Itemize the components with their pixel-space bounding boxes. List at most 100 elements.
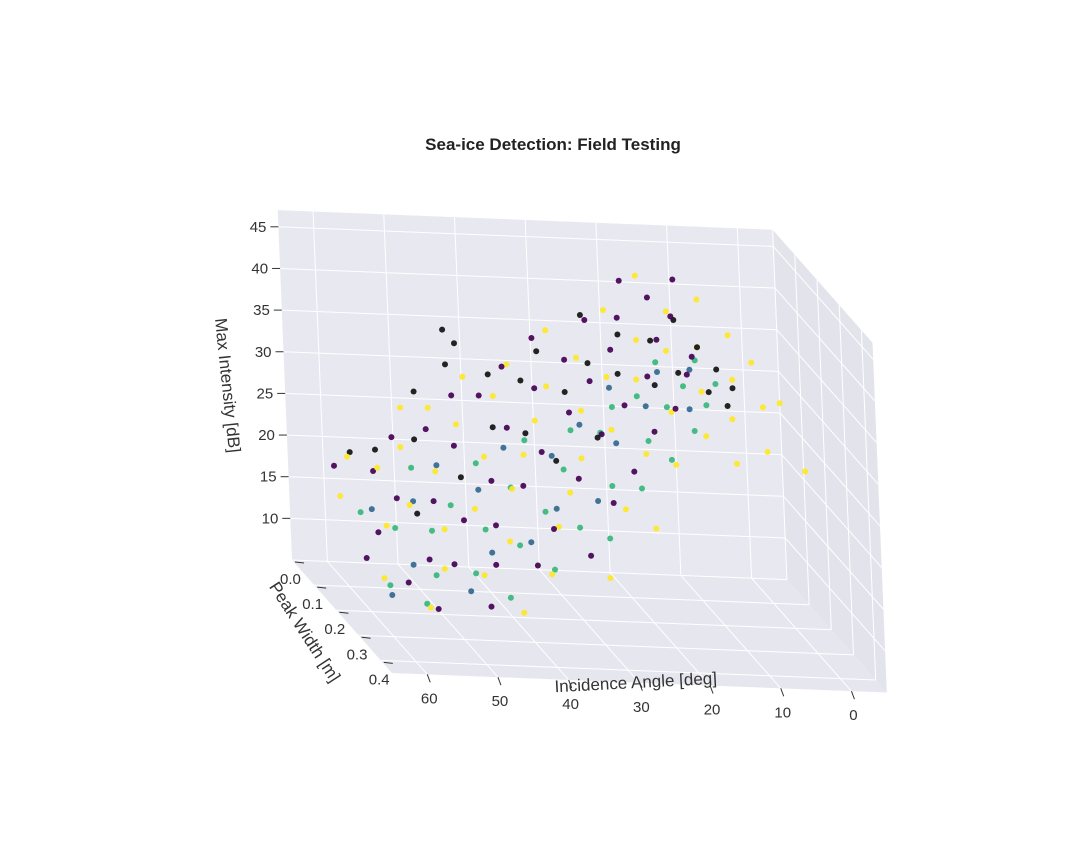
data-point <box>567 427 574 434</box>
data-point <box>488 603 495 610</box>
x-tick-label: 50 <box>492 693 509 710</box>
grid-line-z <box>286 434 782 456</box>
data-point <box>584 360 591 367</box>
z-axis-label: Max Intensity [dB] <box>211 317 244 453</box>
y-tick-label: 0.3 <box>347 646 368 663</box>
data-point <box>452 421 459 428</box>
data-point <box>555 523 562 530</box>
data-point <box>729 385 736 392</box>
data-point <box>729 416 736 423</box>
data-point <box>410 388 417 395</box>
data-point <box>392 525 399 531</box>
data-point <box>610 500 617 506</box>
data-point <box>393 495 400 502</box>
data-point <box>375 529 382 536</box>
data-point <box>531 417 538 424</box>
data-point <box>517 377 524 384</box>
data-point <box>533 348 540 355</box>
data-point <box>560 466 567 473</box>
data-point <box>608 404 615 410</box>
data-point <box>481 453 487 460</box>
data-point <box>337 493 344 499</box>
data-point <box>633 393 640 400</box>
grid-line-z <box>280 267 776 289</box>
z-tick-label: 40 <box>251 260 268 277</box>
data-point <box>621 402 628 409</box>
data-point <box>561 356 568 363</box>
data-point <box>397 404 404 411</box>
data-point <box>542 508 549 515</box>
data-point <box>594 434 601 441</box>
grid-line-z <box>781 454 883 568</box>
data-point <box>663 347 669 354</box>
y-tick-label: 0.2 <box>324 621 345 638</box>
data-point <box>521 437 528 444</box>
z-tick-label: 25 <box>257 385 274 402</box>
grid-line-z <box>283 351 779 372</box>
data-point <box>346 449 353 456</box>
data-point <box>642 403 649 410</box>
data-point <box>433 462 440 469</box>
data-point <box>429 527 435 534</box>
data-point <box>543 383 550 390</box>
data-point <box>613 314 620 321</box>
data-point <box>588 552 595 559</box>
data-point <box>607 575 614 581</box>
grid-line-z <box>772 246 874 360</box>
data-point <box>644 373 651 380</box>
data-point <box>370 468 377 474</box>
data-point <box>424 404 431 411</box>
data-point <box>614 370 621 377</box>
data-point <box>493 522 499 529</box>
data-point <box>724 403 731 409</box>
data-point <box>432 468 439 475</box>
data-point <box>427 604 434 611</box>
x-tick-mark <box>780 688 785 697</box>
data-point <box>680 383 686 390</box>
data-point <box>531 385 538 392</box>
data-point <box>507 594 514 601</box>
data-point <box>503 424 510 431</box>
data-point <box>521 609 528 616</box>
grid-line-y <box>314 584 810 606</box>
data-point <box>802 468 809 475</box>
x-tick-mark <box>497 676 502 686</box>
data-point <box>614 331 621 338</box>
side-pane <box>772 229 887 693</box>
data-point <box>548 452 555 459</box>
z-tick-label: 20 <box>258 427 275 444</box>
data-point <box>408 464 415 471</box>
y-tick-label: 0.1 <box>302 596 323 613</box>
data-point <box>776 400 783 407</box>
data-point <box>633 337 639 343</box>
z-tick-label: 35 <box>253 302 270 319</box>
x-tick-label: 30 <box>633 699 650 716</box>
data-point <box>647 337 654 344</box>
grid-line-z <box>281 309 777 331</box>
data-point <box>573 354 579 361</box>
data-point <box>608 426 615 433</box>
data-point <box>435 606 442 612</box>
y-tick-label: 0.0 <box>280 571 301 588</box>
data-point <box>538 449 545 455</box>
data-point <box>472 460 479 467</box>
data-point <box>411 436 418 443</box>
data-point <box>507 538 514 545</box>
data-point <box>576 312 583 318</box>
data-point <box>542 327 549 334</box>
data-point <box>549 571 556 578</box>
data-point <box>667 313 674 320</box>
data-point <box>383 522 390 529</box>
data-point <box>451 561 458 568</box>
data-point <box>673 461 680 468</box>
data-point <box>672 405 679 412</box>
data-point <box>575 475 582 482</box>
data-point <box>368 506 375 513</box>
data-point <box>577 524 584 531</box>
data-point <box>683 371 690 378</box>
data-point <box>668 409 675 416</box>
data-point <box>651 428 658 435</box>
grid-line-y <box>291 559 787 581</box>
data-point <box>669 276 676 283</box>
